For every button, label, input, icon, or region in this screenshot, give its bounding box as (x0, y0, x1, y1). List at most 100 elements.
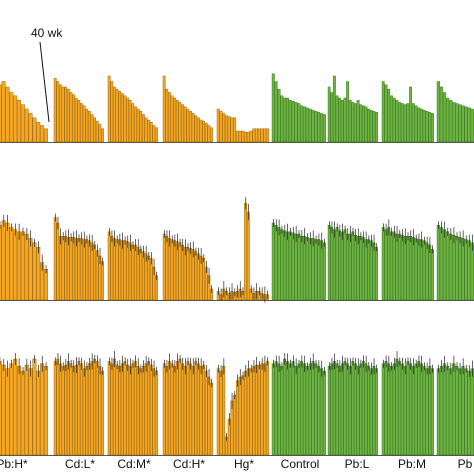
bar (110, 81, 114, 143)
bar (442, 363, 447, 456)
bar (260, 128, 264, 143)
bar (13, 95, 18, 143)
bar (194, 251, 198, 301)
bar (280, 95, 284, 143)
bar (152, 125, 156, 143)
bar (235, 130, 239, 143)
bar (367, 239, 371, 301)
bar (113, 86, 116, 143)
bar (320, 113, 324, 143)
bar (311, 238, 315, 301)
bar (409, 363, 413, 456)
bar (333, 75, 336, 143)
group-label: Pb:H* (0, 457, 28, 471)
bar (338, 97, 342, 143)
bar (354, 363, 357, 456)
bar (123, 240, 127, 301)
bar (168, 92, 171, 143)
bar (372, 110, 376, 143)
bar (95, 361, 99, 456)
bar (222, 113, 226, 143)
bar (314, 110, 318, 143)
bar (400, 234, 404, 301)
bar (0, 84, 2, 143)
bar (149, 121, 153, 143)
bar (354, 103, 357, 143)
bar (136, 366, 140, 456)
bar (178, 358, 182, 456)
bar (384, 84, 388, 143)
bar (202, 364, 206, 456)
bar (356, 99, 360, 143)
bar (372, 366, 376, 456)
bar (88, 110, 91, 143)
bar (300, 235, 304, 301)
bar (300, 361, 304, 456)
bar (303, 235, 307, 301)
bar (219, 110, 223, 143)
bar (322, 370, 326, 456)
bar (340, 99, 344, 143)
bar (359, 363, 363, 456)
bar (28, 238, 33, 301)
bar (32, 358, 37, 456)
bar (411, 366, 415, 456)
annotation: 40 wk (31, 26, 63, 123)
bar (452, 102, 456, 143)
bar (118, 366, 122, 456)
bar (69, 363, 73, 456)
bar (428, 366, 432, 456)
bar (134, 361, 137, 456)
bar (191, 366, 195, 456)
bar (1, 364, 6, 456)
bar (219, 370, 223, 456)
bar (95, 120, 99, 143)
bar (66, 88, 70, 143)
bar (362, 361, 365, 456)
bar (74, 97, 78, 143)
bar (36, 246, 41, 301)
bar (189, 248, 192, 301)
bar (458, 368, 462, 456)
bar (351, 102, 355, 143)
bar (470, 368, 474, 456)
bar (149, 364, 153, 456)
bar (181, 363, 184, 456)
bar (458, 237, 462, 301)
bar (464, 106, 468, 143)
bar (186, 108, 190, 143)
bar (246, 131, 250, 143)
bar (417, 239, 421, 301)
bar (20, 231, 25, 301)
bar (392, 231, 396, 301)
panel-top (0, 73, 474, 143)
bar (134, 106, 137, 143)
bar (375, 246, 378, 301)
bar (354, 234, 357, 301)
bar (128, 242, 132, 301)
bar (69, 92, 73, 143)
bar (244, 202, 248, 301)
bar (442, 92, 447, 143)
bar (455, 366, 459, 456)
bar (90, 114, 94, 143)
bar (178, 242, 182, 301)
bar (369, 240, 373, 301)
bar (5, 368, 10, 456)
group-label: Pb (458, 457, 473, 471)
bar (398, 361, 402, 456)
bar (155, 370, 158, 456)
bar (82, 368, 86, 456)
bar (395, 358, 399, 456)
bar (74, 364, 78, 456)
bar (216, 368, 220, 456)
bar (53, 217, 57, 301)
bar (343, 97, 347, 143)
bar (186, 246, 190, 301)
bar (61, 235, 65, 301)
bar (398, 102, 402, 143)
bar (335, 363, 339, 456)
bar (1, 81, 6, 143)
bar (147, 119, 151, 143)
group-label: Pb:M (398, 457, 426, 471)
